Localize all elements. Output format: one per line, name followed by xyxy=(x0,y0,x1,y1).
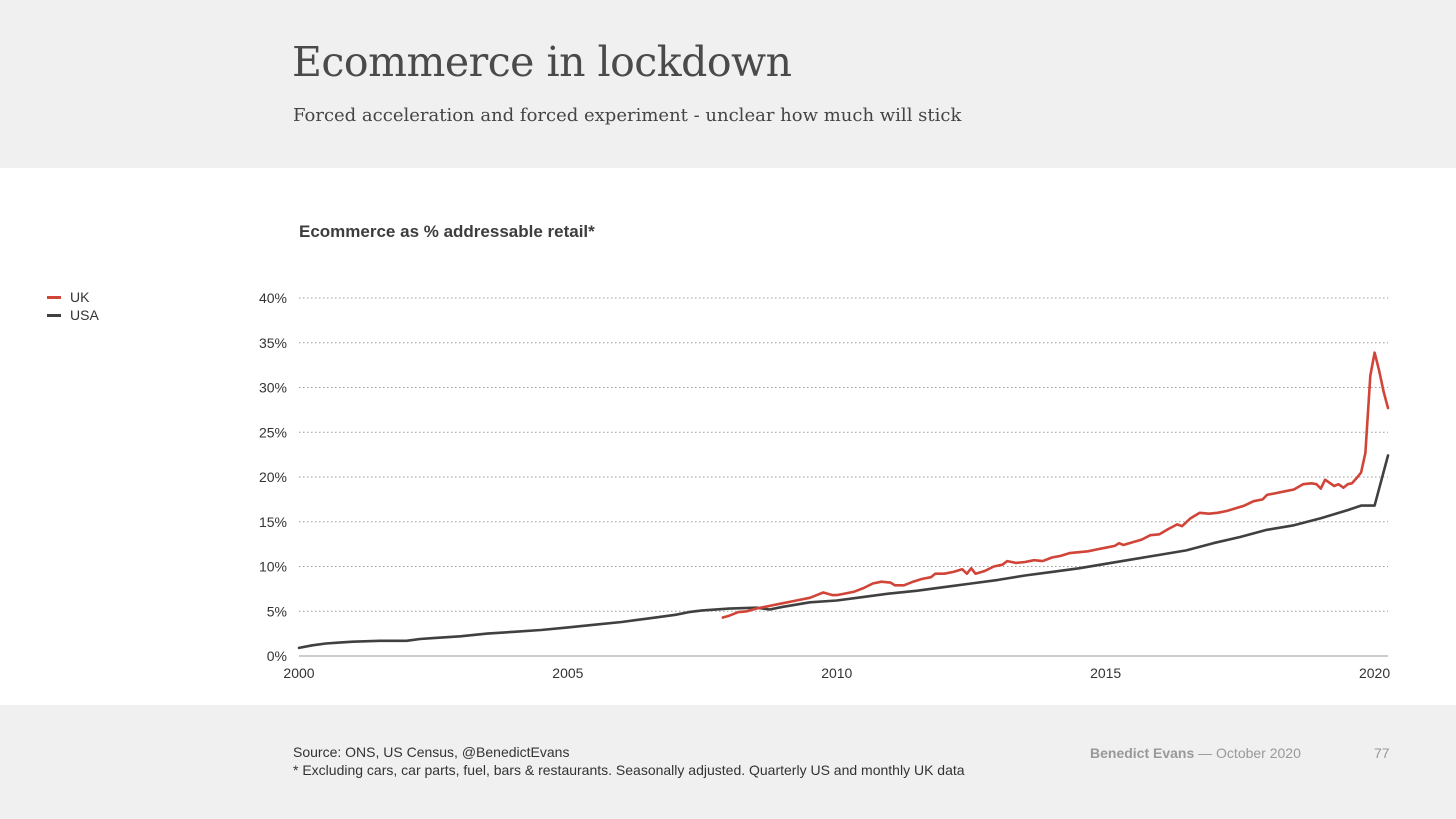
y-tick-label: 5% xyxy=(267,603,287,619)
chart-legend: UK USA xyxy=(47,288,99,324)
chart-title: Ecommerce as % addressable retail* xyxy=(299,222,595,241)
author-name: Benedict Evans xyxy=(1090,745,1195,761)
y-tick-label: 15% xyxy=(259,514,287,530)
y-tick-label: 25% xyxy=(259,424,287,440)
page-title: Ecommerce in lockdown xyxy=(292,38,792,86)
page-subtitle: Forced acceleration and forced experimen… xyxy=(293,105,962,126)
y-tick-label: 10% xyxy=(259,559,287,575)
y-tick-label: 0% xyxy=(267,648,287,664)
y-tick-label: 35% xyxy=(259,335,287,351)
source-text: Source: ONS, US Census, @BenedictEvans xyxy=(293,744,570,760)
series-line-uk xyxy=(721,351,1390,619)
series-line-usa xyxy=(297,454,1390,650)
page-number: 77 xyxy=(1374,745,1390,761)
footnote-text: * Excluding cars, car parts, fuel, bars … xyxy=(293,762,965,778)
publication-date: — October 2020 xyxy=(1198,745,1301,761)
x-tick-label: 2010 xyxy=(821,665,852,681)
y-tick-label: 20% xyxy=(259,469,287,485)
y-tick-label: 40% xyxy=(259,290,287,306)
x-tick-label: 2005 xyxy=(552,665,583,681)
x-tick-label: 2020 xyxy=(1359,665,1390,681)
legend-item-uk: UK xyxy=(47,288,99,306)
line-chart: 0% 5% 10% 15% 20% 25% 30% 35% 40% 2000 2005 2010 201… xyxy=(259,290,1390,681)
legend-swatch-usa xyxy=(47,313,61,317)
x-tick-label: 2000 xyxy=(283,665,314,681)
legend-label-uk: UK xyxy=(70,289,90,305)
brand-credit: Benedict Evans — October 2020 xyxy=(1090,745,1301,761)
y-tick-label: 30% xyxy=(259,380,287,396)
legend-item-usa: USA xyxy=(47,306,99,324)
source-note: Source: ONS, US Census, @BenedictEvans *… xyxy=(293,743,965,779)
legend-swatch-uk xyxy=(47,295,61,299)
header-band: Ecommerce in lockdown Forced acceleratio… xyxy=(0,0,1456,168)
footer-band: Source: ONS, US Census, @BenedictEvans *… xyxy=(0,705,1456,819)
x-tick-label: 2015 xyxy=(1090,665,1121,681)
legend-label-usa: USA xyxy=(70,307,99,323)
